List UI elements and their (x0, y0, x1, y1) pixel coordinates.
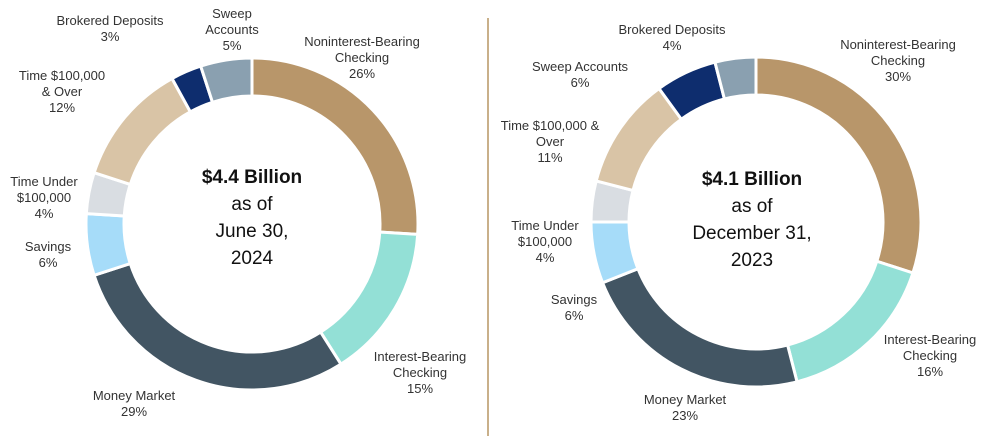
chart-divider (487, 18, 489, 436)
label-brokered-deposits: Brokered Deposits 3% (57, 13, 164, 44)
label-noninterest-bearing-checking: Noninterest-Bearing Checking 30% (840, 37, 956, 84)
center-label-2: $4.1 Billion as of December 31, 2023 (692, 169, 811, 271)
slice-noninterest-bearing-checking (250, 56, 420, 237)
label-interest-bearing-checking: Interest-Bearing Checking 16% (884, 332, 977, 379)
label-time-100-000-over: Time $100,000 & Over 12% (19, 68, 105, 115)
slice-savings (84, 211, 133, 278)
label-time-100-000-over: Time $100,000 & Over 11% (501, 118, 600, 165)
label-sweep-accounts: Sweep Accounts 6% (532, 59, 629, 90)
label-sweep-accounts: Sweep Accounts 5% (205, 6, 259, 53)
slice-brokered-deposits (713, 55, 758, 101)
slice-interest-bearing-checking (318, 230, 420, 367)
donut-chart-1: Noninterest-Bearing Checking 26% Interest-B… (10, 6, 466, 419)
slice-time-100-000-over (92, 76, 193, 187)
label-noninterest-bearing-checking: Noninterest-Bearing Checking 26% (304, 34, 420, 81)
slice-sweep-accounts (198, 56, 254, 105)
slice-interest-bearing-checking (785, 259, 915, 384)
donut-chart-2: Noninterest-Bearing Checking 30% Interest-B… (501, 22, 977, 423)
label-money-market: Money Market 23% (644, 392, 727, 423)
label-savings: Savings 6% (551, 292, 598, 323)
slice-money-market (92, 261, 344, 392)
label-money-market: Money Market 29% (93, 388, 176, 419)
label-brokered-deposits: Brokered Deposits 4% (619, 22, 726, 53)
label-savings: Savings 6% (25, 239, 72, 270)
label-time-under-100-000: Time Under $100,000 4% (511, 218, 579, 265)
label-interest-bearing-checking: Interest-Bearing Checking 15% (374, 349, 467, 396)
center-label-1: $4.4 Billion as of June 30, 2024 (202, 167, 302, 269)
label-time-under-100-000: Time Under $100,000 4% (10, 174, 78, 221)
slice-money-market (600, 266, 799, 389)
